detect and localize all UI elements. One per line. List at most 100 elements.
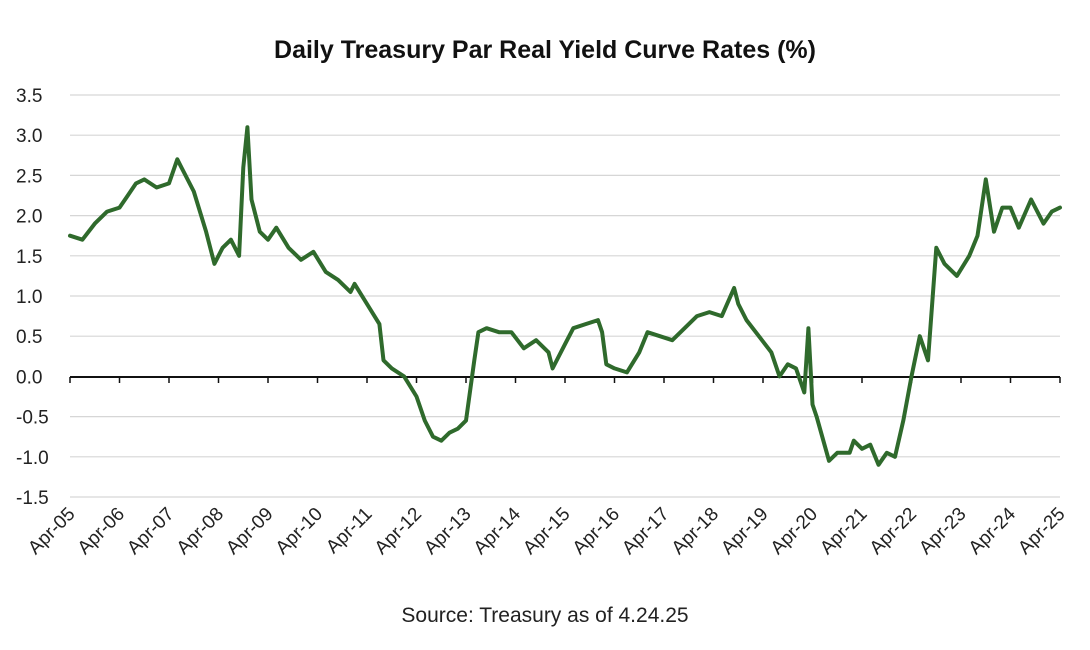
x-tick-label: Apr-07 [123,504,178,559]
data-point [237,254,241,258]
y-tick-label: -1.0 [16,448,49,469]
gridlines [70,94,1060,498]
y-tick-label: -1.5 [16,488,49,509]
data-point [600,330,604,334]
data-point [1029,197,1033,202]
y-tick-label: 0.0 [16,367,42,388]
data-point [117,206,122,210]
x-tick-label: Apr-11 [322,504,376,558]
series-layer [68,125,1062,467]
x-tick-label: Apr-09 [222,504,277,559]
data-point [658,334,662,338]
data-point [757,334,761,338]
y-tick-label: 1.5 [16,247,42,268]
data-point [245,125,249,129]
tick-labels: 3.53.02.52.01.51.00.50.0-0.5-1.0-1.5Apr-… [16,86,1070,559]
data-point [381,358,386,362]
data-point [860,447,864,451]
data-point [287,246,291,250]
data-point [167,181,171,185]
y-tick-label: 2.0 [16,207,42,228]
data-point [456,427,460,431]
data-point [670,338,674,342]
data-point [311,250,315,254]
data-point [769,350,773,354]
data-point [1041,222,1046,226]
x-tick-label: Apr-08 [173,504,228,559]
data-point [1017,226,1021,230]
x-tick-label: Apr-16 [569,504,624,559]
data-point [299,258,303,262]
x-tick-label: Apr-19 [717,504,772,559]
data-point [1008,206,1013,210]
data-point [439,439,443,443]
data-point [390,366,394,370]
source-note: Source: Treasury as of 4.24.25 [401,604,689,627]
data-point [534,338,538,342]
data-point [192,189,196,194]
data-point [584,322,588,326]
data-point [563,342,567,346]
data-point [229,238,233,242]
data-point [901,419,905,423]
axes [69,376,1061,383]
data-point [476,330,480,334]
data-point [707,310,712,314]
data-point [509,330,513,334]
x-tick-label: Apr-20 [767,504,822,559]
data-point [1000,206,1004,210]
data-point [942,262,947,266]
x-tick-label: Apr-23 [915,504,970,559]
data-point [893,455,897,459]
data-point [447,431,452,435]
data-point [848,451,852,455]
chart-title: Daily Treasury Par Real Yield Curve Rate… [274,36,816,64]
data-point [336,278,340,282]
data-point [179,165,183,169]
data-point [377,322,381,326]
data-point [955,274,959,278]
data-point [810,402,815,407]
data-point [926,358,930,362]
x-tick-label: Apr-13 [420,504,475,559]
data-point [249,197,254,202]
y-tick-label: 0.5 [16,327,42,348]
data-point [637,350,641,354]
data-point [546,350,551,354]
data-point [695,314,699,318]
data-point [324,270,328,274]
data-point [909,374,914,378]
data-point [212,262,216,266]
data-point [786,362,790,366]
data-point [934,246,938,250]
data-point [720,314,724,318]
data-point [365,302,369,306]
data-point [967,254,971,258]
data-point [258,230,262,234]
data-point [596,318,600,322]
data-point [402,374,406,378]
data-point [1058,206,1062,210]
data-point [497,330,501,334]
data-point [975,234,980,238]
data-point [732,286,736,290]
data-point [612,366,617,370]
data-point [105,210,109,214]
data-point [353,282,357,286]
data-point [625,370,629,374]
data-point [852,439,856,443]
y-tick-label: 3.0 [16,126,42,147]
data-point [414,394,419,399]
data-point [274,226,278,230]
data-point [683,326,687,330]
data-point [1050,210,1054,214]
data-point [876,463,881,467]
x-tick-label: Apr-21 [816,504,871,559]
data-point [241,165,245,169]
data-point [794,366,798,370]
data-point [80,238,84,242]
data-point [806,326,811,330]
data-point [126,193,130,198]
data-point [645,330,650,334]
data-point [485,326,489,330]
